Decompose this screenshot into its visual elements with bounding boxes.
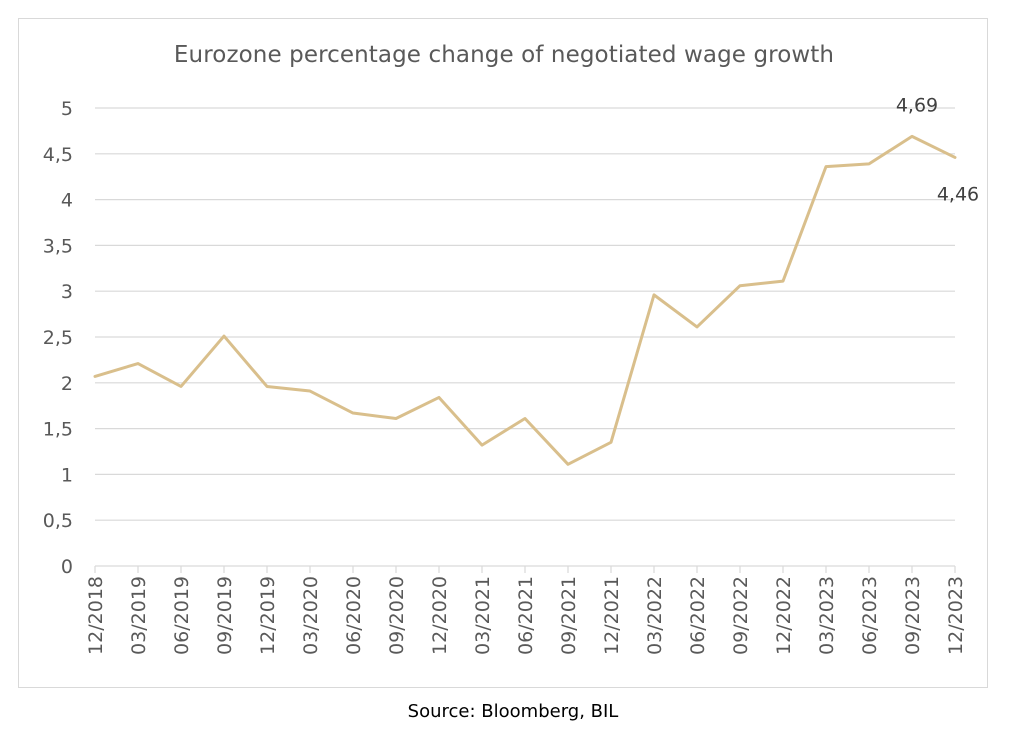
y-tick-label: 1,5 xyxy=(43,419,73,441)
x-tick-label: 09/2021 xyxy=(558,576,580,655)
x-tick-label: 12/2018 xyxy=(85,576,107,655)
x-tick-label: 06/2020 xyxy=(343,576,365,655)
y-tick-label: 1 xyxy=(61,464,73,486)
y-axis: 0 0,5 1 1,5 2 2,5 3 3,5 4 4,5 5 xyxy=(43,98,73,578)
x-tick-label: 09/2023 xyxy=(902,576,924,655)
y-tick-label: 4 xyxy=(61,190,73,212)
line-chart: 0 0,5 1 1,5 2 2,5 3 3,5 4 4,5 5 12/2018 03/2019 06/20… xyxy=(43,94,979,655)
x-tick-label: 12/2023 xyxy=(945,576,967,655)
x-tick-label: 09/2022 xyxy=(730,576,752,655)
y-tick-label: 2 xyxy=(61,373,73,395)
x-tick-label: 03/2019 xyxy=(128,576,150,655)
x-tick-label: 03/2020 xyxy=(300,576,322,655)
x-tick-label: 09/2020 xyxy=(386,576,408,655)
chart-title: Eurozone percentage change of negotiated… xyxy=(173,42,835,68)
data-label: 4,46 xyxy=(937,183,979,205)
x-tick-label: 12/2021 xyxy=(601,576,623,655)
x-axis: 12/2018 03/2019 06/2019 09/2019 12/2019 03/20… xyxy=(85,566,967,655)
x-tick-label: 12/2020 xyxy=(429,576,451,655)
y-tick-label: 3,5 xyxy=(43,235,73,257)
x-tick-label: 12/2019 xyxy=(257,576,279,655)
x-tick-label: 03/2023 xyxy=(816,576,838,655)
x-tick-label: 06/2022 xyxy=(687,576,709,655)
x-tick-label: 09/2019 xyxy=(214,576,236,655)
y-tick-label: 3 xyxy=(61,281,73,303)
y-tick-label: 4,5 xyxy=(43,144,73,166)
x-tick-label: 06/2019 xyxy=(171,576,193,655)
x-tick-label: 06/2023 xyxy=(859,576,881,655)
x-tick-label: 12/2022 xyxy=(773,576,795,655)
chart-frame xyxy=(18,18,988,688)
x-tick-label: 03/2022 xyxy=(644,576,666,655)
y-tick-label: 0 xyxy=(61,556,73,578)
y-tick-label: 0,5 xyxy=(43,510,73,532)
y-tick-label: 5 xyxy=(61,98,73,120)
y-tick-label: 2,5 xyxy=(43,327,73,349)
data-label: 4,69 xyxy=(896,94,938,116)
gridlines xyxy=(95,107,955,567)
x-tick-label: 03/2021 xyxy=(472,576,494,655)
x-tick-label: 06/2021 xyxy=(515,576,537,655)
series-line-0 xyxy=(93,134,957,466)
source-note: Source: Bloomberg, BIL xyxy=(407,701,619,722)
